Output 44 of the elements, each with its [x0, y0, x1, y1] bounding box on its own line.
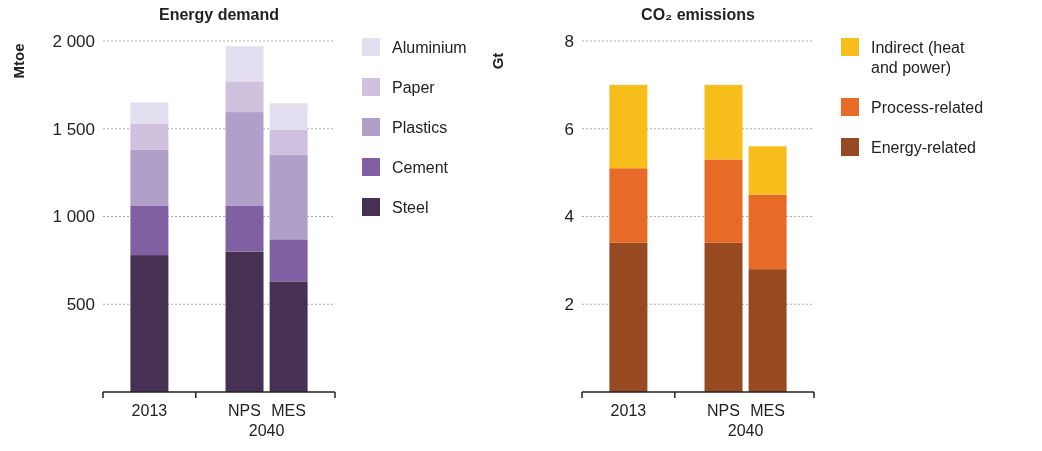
- legend-label: Plastics: [392, 118, 448, 136]
- y-tick-label: 6: [564, 119, 574, 139]
- y-tick-label: 8: [564, 31, 574, 51]
- bar: [269, 129, 308, 156]
- bar: [269, 103, 308, 130]
- legend-label: Energy-related: [871, 138, 976, 156]
- legend-label: Process-related: [871, 98, 984, 116]
- x-tick-label: NPS: [228, 402, 261, 419]
- bar: [130, 255, 169, 392]
- bar: [748, 146, 787, 195]
- legend-label: Indirect (heat and power): [871, 38, 965, 76]
- bar: [269, 281, 308, 392]
- chart-title: CO₂ emissions: [641, 6, 756, 23]
- bar: [609, 168, 648, 243]
- y-axis-title: Mtoe: [10, 43, 27, 79]
- bar: [130, 205, 169, 256]
- bar: [269, 155, 308, 240]
- bar: [609, 84, 648, 169]
- y-axis-title: Gt: [489, 52, 506, 70]
- bar: [748, 194, 787, 270]
- legend-label: Cement: [392, 158, 449, 176]
- y-tick-label: 1 500: [52, 119, 95, 139]
- text: 2040: [727, 422, 764, 439]
- x-tick-label: NPS: [707, 402, 740, 419]
- bar: [130, 123, 169, 150]
- bar: [130, 102, 169, 124]
- text: 2040: [248, 422, 285, 439]
- x-tick-label: 2013: [131, 402, 168, 419]
- legend-label: Aluminium: [392, 38, 467, 56]
- y-tick-label: 1 000: [52, 207, 95, 227]
- bar: [269, 239, 308, 282]
- bar: [609, 242, 648, 392]
- legend-label: Paper: [392, 78, 436, 96]
- x-tick-label: MES: [271, 402, 306, 419]
- bar: [748, 269, 787, 392]
- chart-title: Energy demand: [158, 6, 280, 23]
- y-tick-label: 500: [66, 295, 95, 315]
- legend-label: Steel: [392, 198, 429, 216]
- x-tick-label: MES: [750, 402, 785, 419]
- y-tick-label: 4: [564, 207, 574, 227]
- x-tick-label: 2013: [610, 402, 647, 419]
- y-tick-label: 2: [564, 295, 574, 315]
- bar: [130, 149, 169, 206]
- y-tick-label: 2 000: [52, 31, 95, 51]
